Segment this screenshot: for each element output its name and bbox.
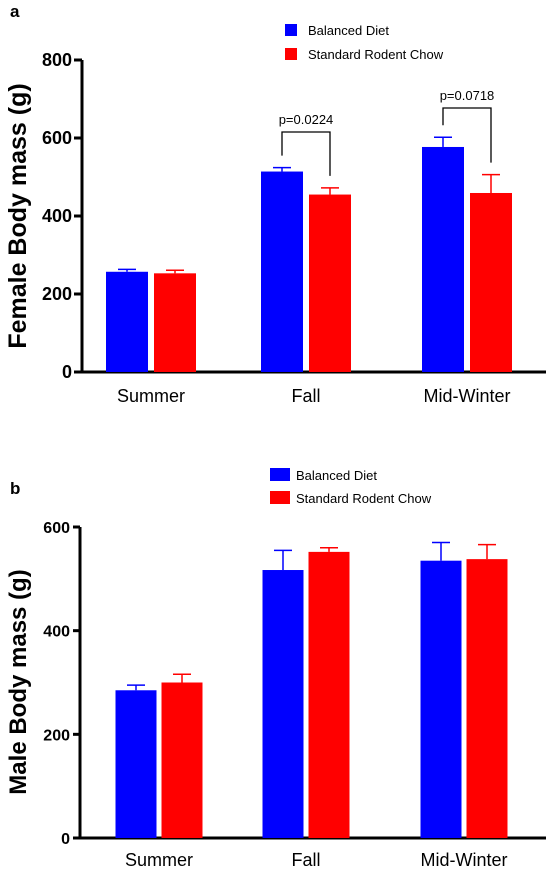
legend-swatch: [270, 491, 290, 504]
legend-label: Standard Rodent Chow: [308, 47, 444, 62]
y-axis-label: Female Body mass (g): [4, 83, 32, 348]
y-tick-label: 400: [43, 624, 70, 641]
y-tick-label: 600: [43, 520, 70, 537]
legend-swatch: [285, 48, 297, 60]
y-tick-label: 400: [42, 206, 72, 226]
bar: [161, 682, 203, 838]
bar: [420, 560, 462, 838]
legend-swatch: [270, 468, 290, 481]
y-tick-label: 200: [43, 727, 70, 744]
significance-bracket: [281, 131, 331, 176]
bar: [308, 551, 350, 838]
chart-panel-a: a 0 200 400 600 800 Female Body mass (g) Summer…: [4, 2, 546, 406]
x-tick-label: Mid-Winter: [423, 386, 510, 406]
y-tick-label: 200: [42, 284, 72, 304]
x-tick-label: Fall: [291, 386, 320, 406]
bar: [466, 559, 508, 838]
legend-label: Balanced Diet: [308, 23, 389, 38]
significance-label: p=0.0224: [279, 112, 334, 127]
bar: [309, 194, 351, 372]
legend-label: Standard Rodent Chow: [296, 491, 432, 506]
x-tick-label: Summer: [117, 386, 185, 406]
y-tick-label: 800: [42, 50, 72, 70]
y-tick-label: 0: [62, 362, 72, 382]
y-tick-label: 0: [61, 831, 70, 848]
bar: [115, 690, 157, 838]
legend-label: Balanced Diet: [296, 468, 377, 483]
bar: [154, 273, 196, 372]
y-axis-label: Male Body mass (g): [5, 569, 32, 794]
bar: [422, 146, 464, 372]
panel-letter: a: [10, 2, 20, 21]
x-tick-label: Fall: [291, 850, 320, 870]
bar: [261, 171, 303, 372]
x-tick-label: Summer: [125, 850, 193, 870]
chart-panel-b: b 0 200 400 600 Male Body mass (g) Summer Fall M…: [5, 468, 546, 870]
bar: [470, 192, 512, 372]
panel-letter: b: [10, 479, 20, 498]
x-tick-label: Mid-Winter: [420, 850, 507, 870]
bar: [262, 570, 304, 838]
y-tick-label: 600: [42, 128, 72, 148]
legend-swatch: [285, 24, 297, 36]
bar: [106, 271, 148, 372]
significance-bracket: [442, 107, 492, 163]
significance-label: p=0.0718: [440, 88, 495, 103]
